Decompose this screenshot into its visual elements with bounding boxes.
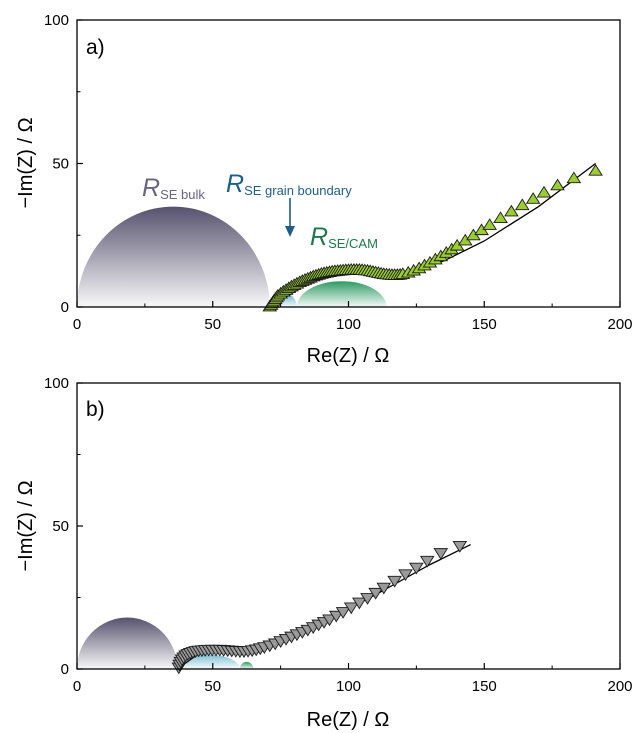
x-tick-label: 50 [204, 316, 221, 333]
x-tick-label: 100 [336, 316, 361, 333]
data-point [322, 614, 337, 627]
data-point [514, 198, 530, 211]
annotation-se-cam: RSE/CAM [310, 223, 378, 251]
annotation-se-cam-main: R [310, 223, 328, 251]
tick-layer-b: 0 50 100 150 200 0 50 100 [44, 375, 633, 695]
semicircle-se-bulk [77, 617, 178, 669]
annotation-se-gb-sub: SE grain boundary [244, 183, 352, 198]
annotation-se-bulk-sub: SE bulk [160, 187, 205, 202]
annotation-se-bulk: RSE bulk [142, 174, 205, 202]
y-tick-label: 100 [44, 375, 69, 392]
chart-panel-b: 0 50 100 150 200 0 50 100 b) Re(Z) / Ω −Im(Z) /… [15, 375, 633, 731]
plot-frame-b [76, 382, 621, 670]
panel-label-a: a) [86, 36, 105, 59]
x-tick-label: 50 [204, 678, 221, 695]
data-point [343, 602, 359, 615]
annotation-se-cam-sub: SE/CAM [328, 236, 378, 251]
data-point [493, 211, 508, 224]
semicircle-se-bulk [77, 206, 270, 307]
x-axis-label-a: Re(Z) / Ω [307, 345, 390, 367]
data-point [409, 562, 424, 575]
y-tick-label: 0 [61, 661, 69, 678]
data-point [482, 218, 497, 230]
annotation-se-bulk-main: R [142, 174, 160, 202]
marker-layer-b [171, 541, 468, 675]
y-tick-label: 50 [52, 156, 69, 173]
tick-layer-a: 0 50 100 150 200 0 50 100 [44, 12, 633, 333]
x-tick-label: 100 [336, 678, 361, 695]
x-tick-label: 200 [607, 316, 632, 333]
data-point [387, 575, 402, 588]
data-point [452, 541, 468, 553]
y-axis-label-b: −Im(Z) / Ω [15, 480, 37, 571]
annotation-se-gb-main: R [226, 170, 244, 198]
svg-text:RSE bulk: RSE bulk [142, 174, 205, 202]
data-point [588, 163, 603, 176]
svg-text:RSE/CAM: RSE/CAM [310, 223, 378, 251]
marker-layer-a [262, 163, 603, 312]
data-point [368, 587, 383, 600]
svg-text:RSE grain boundary: RSE grain boundary [226, 170, 352, 198]
x-tick-label: 150 [472, 316, 497, 333]
data-point [433, 548, 449, 560]
data-point [360, 593, 375, 605]
semicircle-layer-a [77, 206, 387, 307]
data-point [335, 607, 351, 619]
chart-panel-a: 0 50 100 150 200 0 50 100 a) Re(Z) / Ω −Im(Z) /… [15, 12, 633, 367]
semicircle-se-cam [239, 661, 254, 669]
semicircle-se-cam [296, 281, 387, 307]
semicircle-layer-b [77, 617, 254, 669]
data-point [352, 597, 367, 610]
annotation-arrow [285, 198, 295, 237]
y-tick-label: 100 [44, 12, 69, 29]
x-tick-label: 150 [472, 678, 497, 695]
annotation-se-grain-boundary: RSE grain boundary [226, 170, 352, 198]
x-tick-label: 200 [607, 678, 632, 695]
y-tick-label: 50 [52, 518, 69, 535]
data-point [419, 555, 435, 568]
data-point [566, 171, 582, 184]
panel-label-b: b) [86, 398, 105, 421]
x-tick-label: 0 [73, 678, 81, 695]
x-axis-label-b: Re(Z) / Ω [307, 709, 390, 731]
data-point [525, 192, 541, 204]
data-point [328, 610, 344, 623]
y-tick-label: 0 [61, 299, 69, 316]
data-point [504, 204, 519, 217]
y-axis-label-a: −Im(Z) / Ω [15, 117, 37, 208]
data-point [550, 178, 565, 191]
data-point [536, 185, 552, 198]
data-point [376, 582, 392, 595]
x-tick-label: 0 [73, 316, 81, 333]
data-point [398, 569, 413, 582]
